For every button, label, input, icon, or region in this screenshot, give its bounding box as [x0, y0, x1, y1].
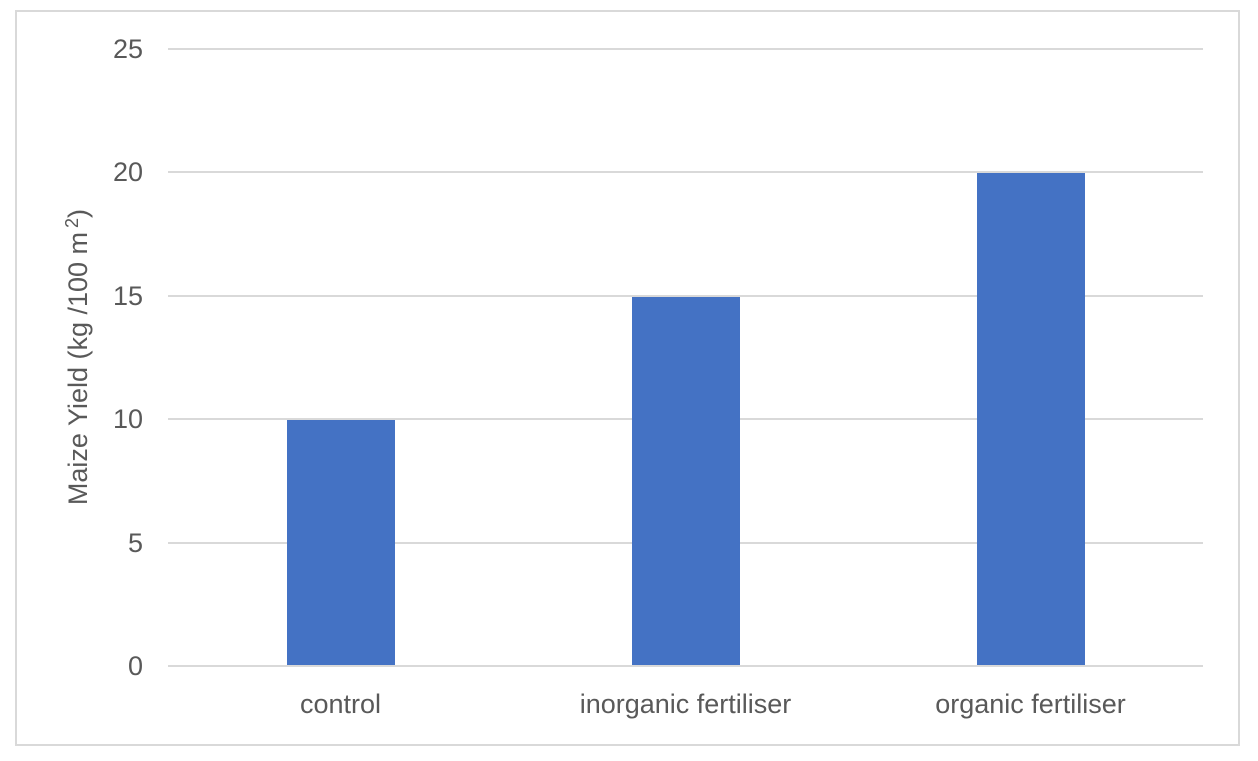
y-axis-title-superscript: 2 — [62, 217, 82, 228]
bar-control — [286, 420, 395, 665]
bar-inorganic-fertiliser — [631, 296, 740, 665]
y-axis-title-close: ) — [63, 208, 93, 218]
gridline — [168, 294, 1203, 297]
y-axis-title: Maize Yield (kg /100 m 2) — [54, 157, 93, 557]
y-tick-label: 5 — [127, 527, 143, 558]
plot-area — [168, 48, 1203, 667]
y-axis-title-main: Maize Yield (kg /100 m — [63, 231, 93, 506]
gridline — [168, 665, 1203, 667]
x-category-label: organic fertiliser — [935, 689, 1126, 719]
gridline — [168, 171, 1203, 174]
x-category-label: inorganic fertiliser — [579, 689, 792, 719]
y-tick-label: 0 — [127, 651, 143, 681]
y-tick-label: 15 — [112, 280, 143, 311]
y-tick-label: 10 — [112, 404, 143, 435]
gridline — [168, 48, 1203, 50]
x-category-label: control — [299, 689, 382, 719]
bar-organic-fertiliser — [976, 173, 1085, 665]
y-tick-label: 20 — [112, 157, 143, 188]
y-tick-label: 25 — [112, 34, 143, 64]
